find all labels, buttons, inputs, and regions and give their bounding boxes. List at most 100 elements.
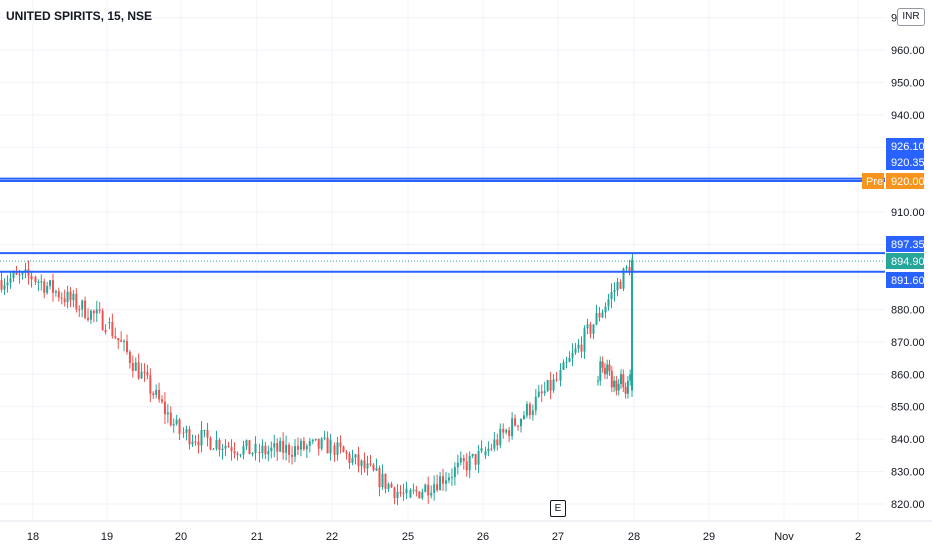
- candle-body: [534, 396, 537, 411]
- price-label-text: 897.35: [891, 239, 925, 251]
- candle-body: [514, 418, 517, 426]
- candle-body: [317, 438, 320, 449]
- candle-body: [477, 450, 480, 465]
- candle-body: [239, 454, 242, 456]
- candle-body: [511, 418, 514, 436]
- candle-body: [366, 463, 369, 469]
- price-tick-label: 910.00: [891, 207, 925, 219]
- candle-body: [522, 415, 525, 419]
- candle-body: [540, 391, 543, 394]
- candle-body: [456, 462, 459, 468]
- candle-body: [108, 322, 111, 324]
- candle-body: [436, 484, 439, 491]
- candle-body: [72, 293, 75, 301]
- candle-body: [218, 439, 221, 450]
- candle-body: [381, 473, 384, 488]
- candle-body: [212, 448, 215, 450]
- candle-body: [378, 468, 381, 488]
- candle-body: [12, 272, 15, 279]
- candle-body: [131, 363, 134, 371]
- price-label-box: [886, 253, 924, 269]
- candle-body: [104, 330, 107, 333]
- time-tick-label: 25: [402, 531, 414, 543]
- candle-body: [329, 439, 332, 454]
- candle-body: [480, 448, 483, 451]
- candle-body: [631, 260, 633, 391]
- price-label-text: 920.35: [891, 157, 925, 169]
- candle-body: [462, 458, 465, 462]
- candle-body: [323, 437, 326, 439]
- candle-body: [357, 454, 360, 467]
- candle-body: [537, 391, 540, 397]
- time-tick-label: 22: [326, 531, 338, 543]
- candle-body: [101, 310, 104, 331]
- candle-body: [98, 309, 101, 311]
- candle-body: [393, 487, 396, 499]
- candle-body: [336, 442, 339, 455]
- candle-body: [308, 441, 311, 446]
- candle-body: [459, 458, 462, 463]
- candle-body: [601, 312, 604, 318]
- time-tick-label: 21: [251, 531, 263, 543]
- candle-body: [599, 361, 602, 381]
- price-label-box: [886, 236, 924, 252]
- candle-body: [143, 371, 146, 373]
- candle-body: [172, 423, 175, 426]
- candle-body: [418, 491, 421, 499]
- candle-body: [81, 300, 84, 310]
- candle-body: [447, 477, 450, 481]
- candle-body: [120, 340, 123, 342]
- candle-body: [267, 451, 270, 455]
- symbol-title[interactable]: UNITED SPIRITS, 15, NSE: [6, 9, 153, 23]
- price-tick-label: 950.00: [891, 77, 925, 89]
- candle-body: [592, 324, 595, 334]
- candle-body: [598, 312, 601, 318]
- candle-body: [158, 389, 161, 400]
- candle-body: [615, 380, 618, 391]
- candle-body: [21, 271, 24, 275]
- candle-body: [302, 440, 305, 450]
- candle-body: [525, 403, 528, 416]
- candle-body: [562, 362, 565, 370]
- candle-body: [520, 418, 522, 427]
- candle-body: [399, 491, 402, 494]
- candle-body: [111, 322, 114, 337]
- candle-body: [279, 440, 282, 452]
- candle-body: [424, 484, 427, 492]
- candle-body: [465, 461, 468, 471]
- candle-body: [311, 439, 314, 442]
- candle-body: [69, 291, 72, 301]
- candle-body: [166, 412, 169, 415]
- premarket-label: Pre: [866, 176, 883, 188]
- candle-body: [84, 300, 87, 318]
- candle-body: [140, 371, 143, 379]
- candle-body: [372, 464, 375, 471]
- price-label-text: 891.60: [891, 275, 925, 287]
- candle-body: [296, 446, 299, 450]
- candle-body: [125, 341, 128, 353]
- candle-body: [375, 468, 378, 471]
- candle-body: [354, 454, 357, 458]
- candle-body: [412, 489, 415, 491]
- candle-body: [450, 477, 453, 479]
- earnings-marker[interactable]: E: [550, 500, 566, 517]
- candle-body: [288, 444, 291, 455]
- candle-body: [200, 430, 203, 446]
- candle-body: [197, 441, 200, 446]
- candle-body: [555, 379, 558, 381]
- candle-body: [221, 448, 224, 450]
- candle-body: [305, 445, 308, 450]
- candle-body: [384, 473, 387, 489]
- candle-body: [610, 371, 613, 388]
- time-tick-label: 2: [855, 531, 861, 543]
- candle-body: [155, 389, 158, 395]
- candle-body: [24, 269, 27, 272]
- candle-body: [626, 380, 629, 394]
- currency-badge[interactable]: INR: [897, 8, 925, 26]
- time-tick-label: 27: [552, 531, 564, 543]
- horizontal-lines: [0, 177, 885, 273]
- candle-body: [421, 491, 424, 499]
- price-tick-label: 880.00: [891, 304, 925, 316]
- candle-body: [182, 432, 185, 434]
